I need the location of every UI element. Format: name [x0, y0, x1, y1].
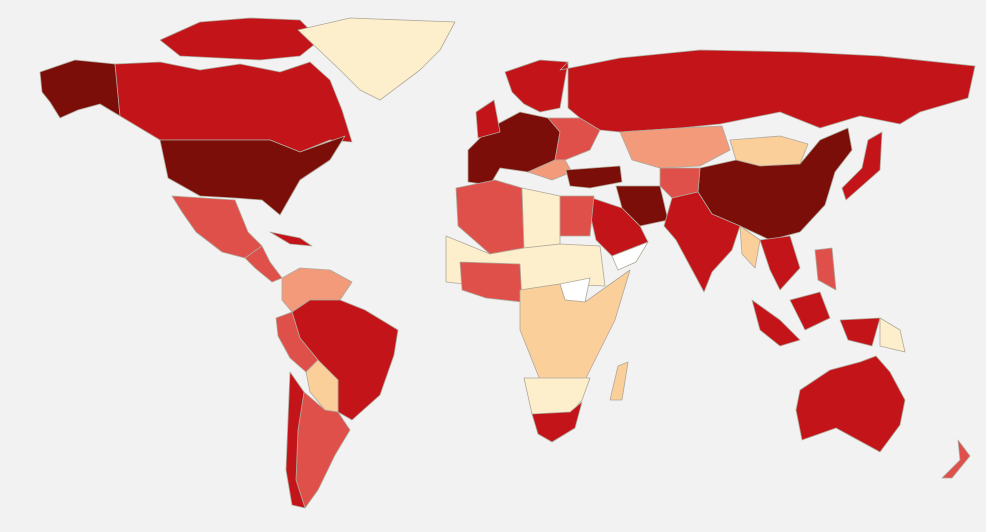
- region-india: [663, 191, 741, 293]
- region-arctic-islands: [159, 17, 321, 61]
- region-libya: [521, 187, 561, 249]
- region-australia: [795, 355, 906, 453]
- region-alaska: [39, 59, 121, 119]
- region-philippines: [814, 247, 837, 291]
- region-southeast-asia: [759, 235, 801, 291]
- region-sulawesi-papua: [839, 317, 881, 347]
- region-russia: [559, 49, 976, 133]
- region-japan: [841, 131, 883, 201]
- region-central-africa: [519, 269, 631, 381]
- region-south-africa: [531, 401, 583, 443]
- region-yemen-oman: [611, 241, 649, 271]
- region-kazakhstan: [619, 125, 731, 169]
- region-myanmar: [739, 225, 761, 269]
- region-png: [879, 317, 906, 353]
- region-chile: [285, 371, 306, 509]
- region-usa: [159, 135, 346, 216]
- region-greenland: [297, 17, 456, 101]
- region-iran: [615, 185, 669, 227]
- region-egypt: [559, 195, 595, 237]
- region-borneo: [789, 291, 831, 331]
- region-scandinavia: [504, 59, 569, 113]
- region-balkans: [527, 159, 573, 181]
- region-indonesia: [751, 299, 801, 347]
- region-madagascar: [609, 361, 629, 401]
- region-west-africa: [459, 261, 523, 303]
- region-new-zealand: [941, 439, 971, 479]
- region-caribbean: [269, 231, 313, 247]
- region-turkey: [565, 165, 623, 189]
- region-uk: [475, 99, 501, 139]
